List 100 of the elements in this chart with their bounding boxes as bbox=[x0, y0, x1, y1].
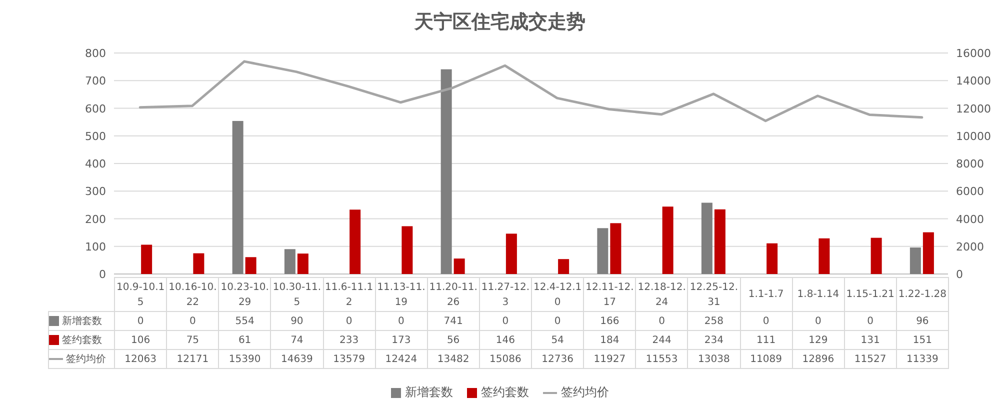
data-label: 11927 bbox=[584, 350, 636, 368]
y-tick-label: 800 bbox=[85, 47, 106, 60]
bar bbox=[714, 209, 726, 274]
x-tick-label: 1.22-1.28 bbox=[896, 278, 948, 312]
data-label: 234 bbox=[688, 330, 740, 350]
data-label: 0 bbox=[532, 312, 584, 330]
bar bbox=[402, 226, 413, 274]
bar bbox=[610, 223, 622, 274]
bar bbox=[297, 254, 308, 274]
y-tick-label: 0 bbox=[99, 268, 106, 281]
bar bbox=[245, 257, 256, 274]
bar bbox=[506, 234, 517, 274]
y2-tick-label: 6000 bbox=[956, 185, 984, 198]
data-label: 146 bbox=[479, 330, 532, 350]
bar bbox=[284, 249, 296, 274]
x-tick-label: 12.11-12.17 bbox=[584, 278, 636, 312]
bar bbox=[193, 253, 204, 274]
y2-tick-label: 10000 bbox=[956, 130, 991, 143]
x-tick-label: 10.16-10.22 bbox=[166, 278, 219, 312]
y-tick-label: 100 bbox=[85, 240, 106, 254]
data-label: 11553 bbox=[636, 350, 688, 368]
x-tick-label: 11.13-11.19 bbox=[375, 278, 428, 312]
data-label: 111 bbox=[740, 330, 792, 350]
y2-tick-label: 14000 bbox=[956, 74, 991, 88]
bar bbox=[701, 202, 712, 274]
bar bbox=[232, 120, 244, 274]
data-label: 11089 bbox=[740, 350, 792, 368]
data-label: 15390 bbox=[218, 350, 271, 368]
legend-label: 新增套数 bbox=[405, 384, 453, 401]
data-label: 166 bbox=[584, 312, 636, 330]
bar bbox=[141, 244, 152, 274]
data-label: 74 bbox=[270, 330, 323, 350]
data-label: 56 bbox=[427, 330, 480, 350]
bar bbox=[922, 232, 934, 274]
x-tick-label: 1.1-1.7 bbox=[740, 278, 792, 312]
data-label: 0 bbox=[479, 312, 532, 330]
y-tick-label: 600 bbox=[85, 102, 106, 116]
data-label: 75 bbox=[166, 330, 219, 350]
chart-title: 天宁区住宅成交走势 bbox=[414, 11, 586, 33]
y2-tick-label: 4000 bbox=[956, 212, 984, 226]
legend-label: 签约均价 bbox=[66, 352, 106, 366]
data-label: 61 bbox=[218, 330, 271, 350]
x-tick-label: 1.8-1.14 bbox=[792, 278, 844, 312]
x-tick-label: 12.25-12.31 bbox=[688, 278, 740, 312]
data-label: 12171 bbox=[166, 350, 219, 368]
x-tick-label: 11.6-11.12 bbox=[323, 278, 376, 312]
data-label: 0 bbox=[375, 312, 428, 330]
data-label: 96 bbox=[896, 312, 948, 330]
x-tick-label: 11.27-12.3 bbox=[479, 278, 532, 312]
bar bbox=[870, 238, 882, 274]
bar bbox=[662, 206, 674, 274]
text: 签约套数 bbox=[481, 385, 529, 399]
data-label: 0 bbox=[114, 312, 167, 330]
bar bbox=[597, 228, 608, 274]
bar bbox=[350, 210, 361, 274]
data-label: 54 bbox=[532, 330, 584, 350]
data-label: 90 bbox=[270, 312, 323, 330]
legend-label: 签约套数 bbox=[62, 334, 102, 348]
data-label: 0 bbox=[740, 312, 792, 330]
y2-tick-label: 12000 bbox=[956, 102, 991, 116]
x-tick-label: 1.15-1.21 bbox=[844, 278, 896, 312]
data-label: 151 bbox=[896, 330, 948, 350]
data-label: 13482 bbox=[427, 350, 480, 368]
data-label: 12896 bbox=[792, 350, 844, 368]
data-label: 131 bbox=[844, 330, 896, 350]
y2-tick-label: 2000 bbox=[956, 240, 984, 254]
bar bbox=[910, 247, 921, 274]
data-label: 741 bbox=[427, 312, 480, 330]
y2-tick-label: 16000 bbox=[956, 47, 991, 60]
x-tick-label: 12.18-12.24 bbox=[636, 278, 688, 312]
x-tick-label: 10.23-10.29 bbox=[218, 278, 271, 312]
bar bbox=[818, 238, 830, 274]
data-label: 11527 bbox=[844, 350, 896, 368]
data-label: 258 bbox=[688, 312, 740, 330]
y-tick-label: 700 bbox=[85, 74, 106, 88]
data-label: 15086 bbox=[479, 350, 532, 368]
y2-tick-label: 0 bbox=[956, 268, 963, 281]
data-label: 13038 bbox=[688, 350, 740, 368]
data-label: 244 bbox=[636, 330, 688, 350]
data-label: 12063 bbox=[114, 350, 167, 368]
data-label: 11339 bbox=[896, 350, 948, 368]
bar bbox=[558, 259, 570, 274]
data-label: 0 bbox=[323, 312, 376, 330]
data-label: 13579 bbox=[323, 350, 376, 368]
data-label: 0 bbox=[166, 312, 219, 330]
data-label: 0 bbox=[844, 312, 896, 330]
text: 签约均价 bbox=[561, 385, 609, 399]
data-label: 184 bbox=[584, 330, 636, 350]
data-label: 12424 bbox=[375, 350, 428, 368]
data-label: 554 bbox=[218, 312, 271, 330]
bar bbox=[440, 69, 452, 274]
y-tick-label: 500 bbox=[85, 130, 106, 143]
data-label: 106 bbox=[114, 330, 167, 350]
bar bbox=[454, 258, 465, 274]
text: 新增套数 bbox=[62, 316, 102, 326]
data-label: 12736 bbox=[532, 350, 584, 368]
data-label: 0 bbox=[792, 312, 844, 330]
data-label: 14639 bbox=[270, 350, 323, 368]
x-tick-label: 10.30-11.5 bbox=[270, 278, 323, 312]
y-tick-label: 400 bbox=[85, 158, 106, 170]
